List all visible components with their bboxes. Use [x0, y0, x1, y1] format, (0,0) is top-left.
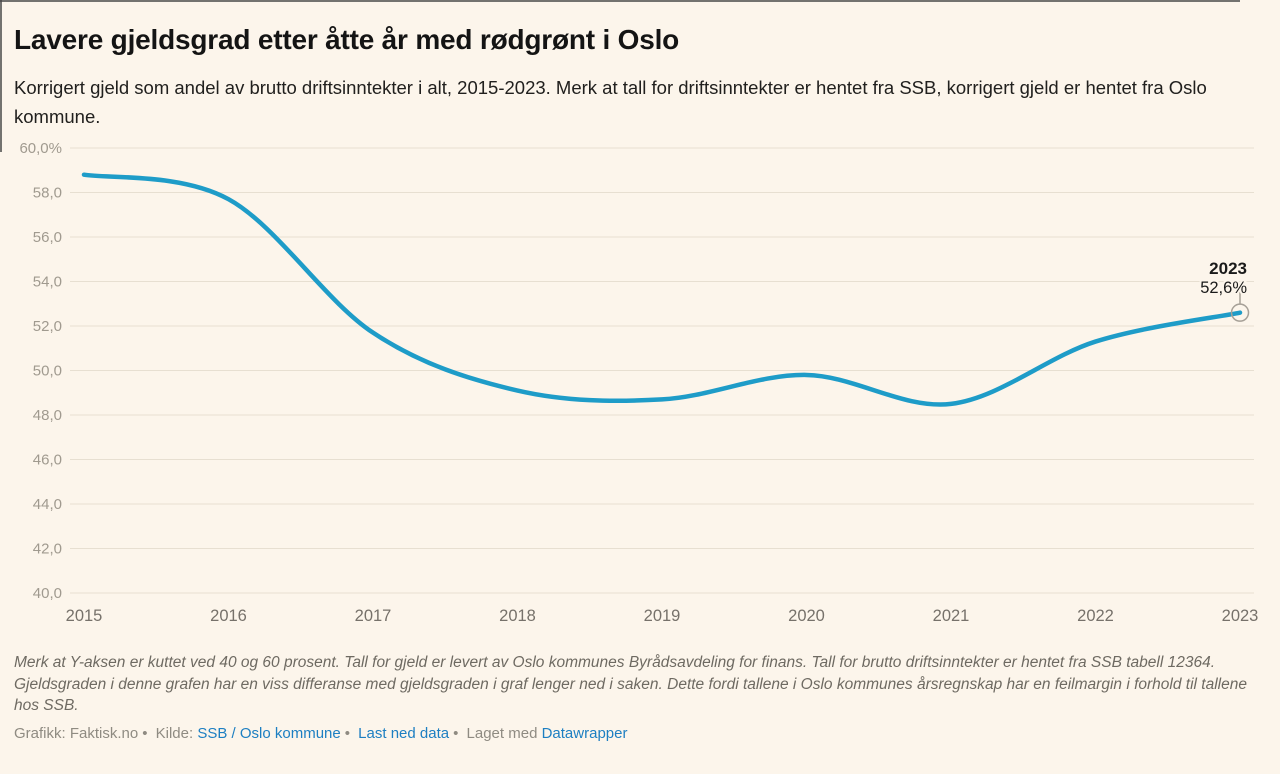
y-axis-tick-label: 52,0 [33, 318, 62, 335]
chart-title: Lavere gjeldsgrad etter åtte år med rødg… [14, 24, 680, 55]
bullet-separator: • [453, 725, 459, 742]
y-axis-tick-label: 46,0 [33, 452, 62, 469]
end-label-value: 52,6% [1200, 279, 1247, 297]
x-axis-tick-label: 2017 [355, 607, 392, 625]
download-data-link[interactable]: Last ned data [358, 725, 450, 742]
y-axis-tick-label: 54,0 [33, 274, 62, 291]
x-axis-tick-label: 2016 [210, 607, 247, 625]
y-axis-tick-label: 44,0 [33, 496, 62, 513]
y-axis-tick-label: 60,0% [19, 140, 62, 157]
x-axis-tick-label: 2022 [1077, 607, 1114, 625]
end-label-year: 2023 [1209, 259, 1247, 278]
y-axis-tick-label: 56,0 [33, 229, 62, 246]
credit-line: Grafikk: Faktisk.no • Kilde: SSB / Oslo k… [14, 725, 1262, 742]
end-point-marker [1230, 303, 1250, 322]
x-axis-tick-label: 2021 [933, 607, 970, 625]
line-chart: 60,0% 58,0 56,0 54,0 52,0 50,0 48,0 46,0 44,0 42,… [0, 130, 1280, 635]
data-line [81, 172, 1243, 407]
y-axis-tick-label: 40,0 [33, 585, 62, 602]
bullet-separator: • [344, 725, 350, 742]
x-axis-tick-label: 2023 [1222, 607, 1259, 625]
source-link[interactable]: SSB / Oslo kommune [197, 725, 341, 742]
x-axis-tick-label: 2018 [499, 607, 536, 625]
x-axis-tick-label: 2019 [644, 607, 681, 625]
y-axis-tick-label: 42,0 [33, 541, 62, 558]
credit-graphics: Grafikk: Faktisk.no [14, 725, 139, 742]
y-axis-tick-label: 58,0 [33, 185, 62, 202]
window-top-edge [0, 0, 1240, 2]
chart-footnote: Merk at Y-aksen er kuttet ved 40 og 60 p… [14, 654, 1247, 715]
source-label: Kilde: [155, 725, 194, 742]
y-axis-tick-label: 50,0 [33, 363, 62, 380]
y-axis-tick-label: 48,0 [33, 407, 62, 424]
x-axis-tick-label: 2020 [788, 607, 825, 625]
datawrapper-link[interactable]: Datawrapper [541, 725, 628, 742]
bullet-separator: • [142, 725, 148, 742]
chart-subtitle: Korrigert gjeld som andel av brutto drif… [14, 77, 1207, 127]
line-chart-svg: 60,0% 58,0 56,0 54,0 52,0 50,0 48,0 46,0 44,0 42,… [19, 140, 1259, 625]
x-axis-tick-label: 2015 [66, 607, 103, 625]
window-left-edge [0, 0, 2, 152]
made-with-label: Laget med [466, 725, 538, 742]
